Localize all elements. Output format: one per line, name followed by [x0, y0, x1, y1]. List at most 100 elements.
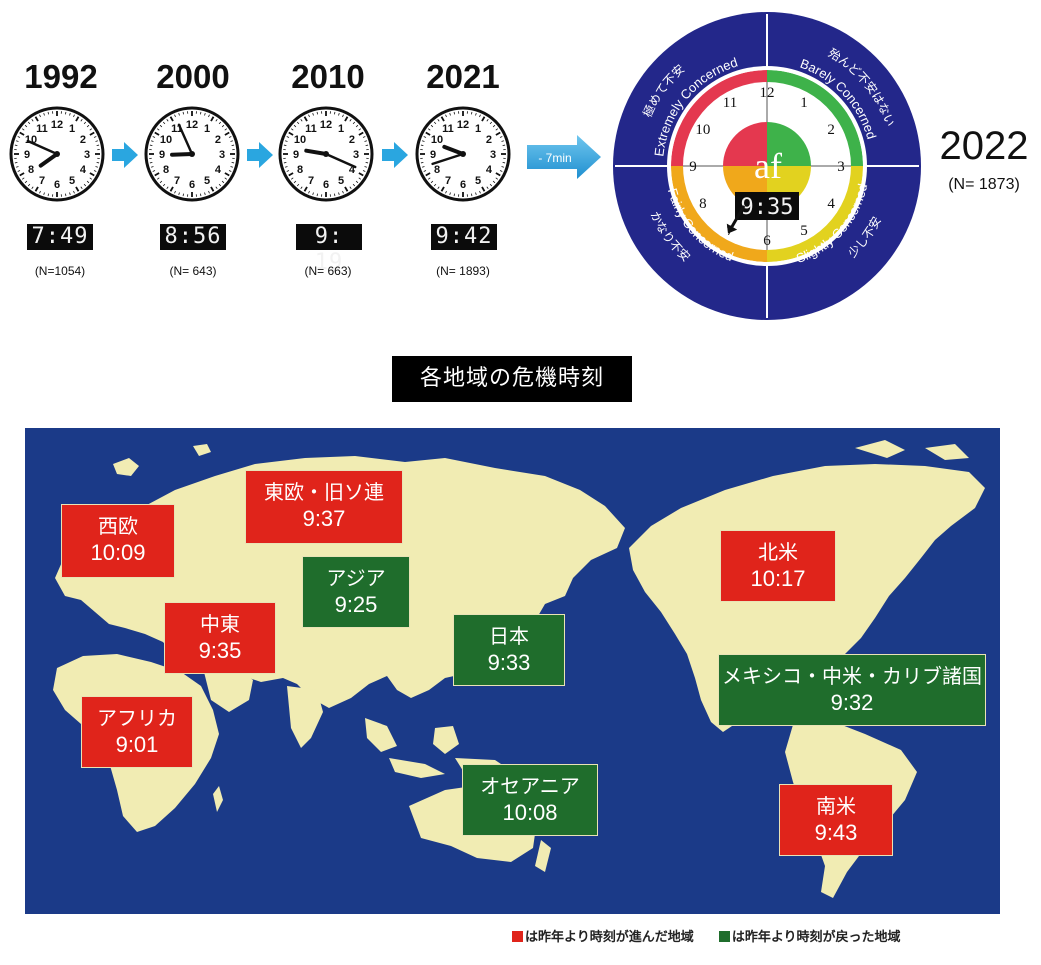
- arrow-right-icon: [247, 142, 273, 168]
- clock-tick: [200, 111, 202, 115]
- clock-tick: [362, 136, 366, 138]
- clock-tick: [224, 177, 228, 180]
- hour-hand: [304, 148, 328, 156]
- clock-tick: [365, 162, 369, 164]
- clock-tick: [228, 136, 232, 138]
- minute-hand: [324, 152, 357, 169]
- current-year: 2022: [939, 124, 1029, 168]
- clock-tick: [39, 114, 41, 118]
- clock-tick: [293, 124, 297, 128]
- clock-tick: [453, 111, 455, 115]
- sample-count-1992: (N=1054): [34, 264, 86, 278]
- clock-tick: [479, 190, 481, 194]
- clock-tick: [15, 166, 19, 168]
- clock-numeral: 7: [174, 175, 180, 187]
- clock-tick: [364, 140, 368, 142]
- clock-tick: [89, 172, 95, 177]
- minute-hand: [26, 139, 59, 156]
- clock-tick: [154, 172, 160, 177]
- region-name: アフリカ: [97, 706, 177, 730]
- clock-tick: [14, 144, 18, 146]
- change-label: - 7min: [538, 151, 571, 165]
- clock-tick: [34, 186, 39, 192]
- region-name: 東欧・旧ソ連: [264, 480, 384, 504]
- clock-tick: [80, 186, 83, 190]
- clock-tick: [24, 124, 28, 128]
- clock-tick: [159, 124, 163, 128]
- clock-numeral: 2: [215, 134, 221, 146]
- clock-tick: [69, 192, 71, 196]
- clock-tick: [362, 170, 366, 172]
- doomsday-clock: Extremely Concerned Barely Concerned Sli…: [613, 12, 921, 320]
- clock-tick: [73, 190, 75, 194]
- clock-numeral: 6: [189, 179, 195, 191]
- clock-numeral: 10: [294, 134, 306, 146]
- region-north-america: 北米 10:17: [720, 530, 836, 602]
- clock-tick: [31, 118, 34, 122]
- clock-numeral: 1: [204, 123, 210, 135]
- clock-tick: [423, 170, 427, 172]
- clock-tick: [433, 183, 437, 187]
- clock-tick: [65, 193, 67, 197]
- clock-numeral: 11: [171, 123, 183, 135]
- year-2010: 2010: [291, 58, 365, 95]
- clock-tick: [312, 192, 314, 196]
- clock-numeral: 5: [338, 175, 344, 187]
- clock-tick: [433, 121, 437, 125]
- clock-tick: [174, 190, 176, 194]
- clock-numeral: 2: [486, 134, 492, 146]
- legend-red-swatch: [512, 931, 523, 942]
- clock-tick: [149, 162, 153, 164]
- clock-tick: [34, 116, 39, 122]
- clock-numeral: 3: [490, 149, 496, 161]
- clock-tick: [182, 111, 184, 115]
- clock-tick: [303, 186, 308, 192]
- clock-tick: [316, 111, 318, 115]
- clock-tick: [17, 170, 21, 172]
- clock-numeral: 8: [699, 196, 707, 212]
- clock-numeral: 1: [338, 123, 344, 135]
- clock-tick: [174, 114, 176, 118]
- clock-numeral: 6: [54, 179, 60, 191]
- clock-tick: [166, 118, 169, 122]
- clock-tick: [449, 112, 451, 116]
- clock-numeral: 5: [204, 175, 210, 187]
- digital-time-2000: 8:56: [160, 224, 226, 250]
- clock-tick: [218, 183, 222, 187]
- year-2021: 2021: [426, 58, 500, 95]
- clock-tick: [47, 111, 49, 115]
- region-name: 日本: [489, 624, 529, 648]
- clock-tick: [495, 128, 499, 131]
- clock-tick: [334, 111, 336, 115]
- clock-tick: [208, 114, 210, 118]
- clock-numeral: 9: [159, 149, 165, 161]
- region-time: 10:09: [90, 540, 146, 565]
- clock-numeral: 10: [431, 134, 443, 146]
- clock-tick: [204, 192, 206, 196]
- clock-numeral: 3: [353, 149, 359, 161]
- sample-count-2010: (N= 663): [304, 264, 352, 278]
- clock-tick: [300, 118, 303, 122]
- clock-numeral: 11: [305, 123, 317, 135]
- arrow-right-icon: [382, 142, 408, 168]
- legend: は昨年より時刻が進んだ地域 は昨年より時刻が戻った地域: [512, 926, 901, 945]
- clock-tick: [224, 131, 230, 136]
- clock-tick: [204, 112, 206, 116]
- clock-tick: [19, 131, 25, 136]
- map-title: 各地域の危機時刻: [392, 356, 632, 402]
- clock-tick: [215, 118, 218, 122]
- clock-numeral: 5: [69, 175, 75, 187]
- year-2000: 2000: [156, 58, 230, 95]
- clock-numeral: 2: [827, 122, 835, 138]
- clock-tick: [293, 180, 297, 184]
- clock-numeral: 2: [80, 134, 86, 146]
- region-time: 10:08: [502, 800, 558, 825]
- clock-tick: [43, 192, 45, 196]
- clock-tick: [421, 166, 425, 168]
- clock-tick: [149, 144, 153, 146]
- clock-tick: [427, 128, 431, 131]
- clock-tick: [283, 162, 287, 164]
- clock-tick: [338, 192, 340, 196]
- clock-tick: [150, 166, 154, 168]
- clock-tick: [502, 162, 506, 164]
